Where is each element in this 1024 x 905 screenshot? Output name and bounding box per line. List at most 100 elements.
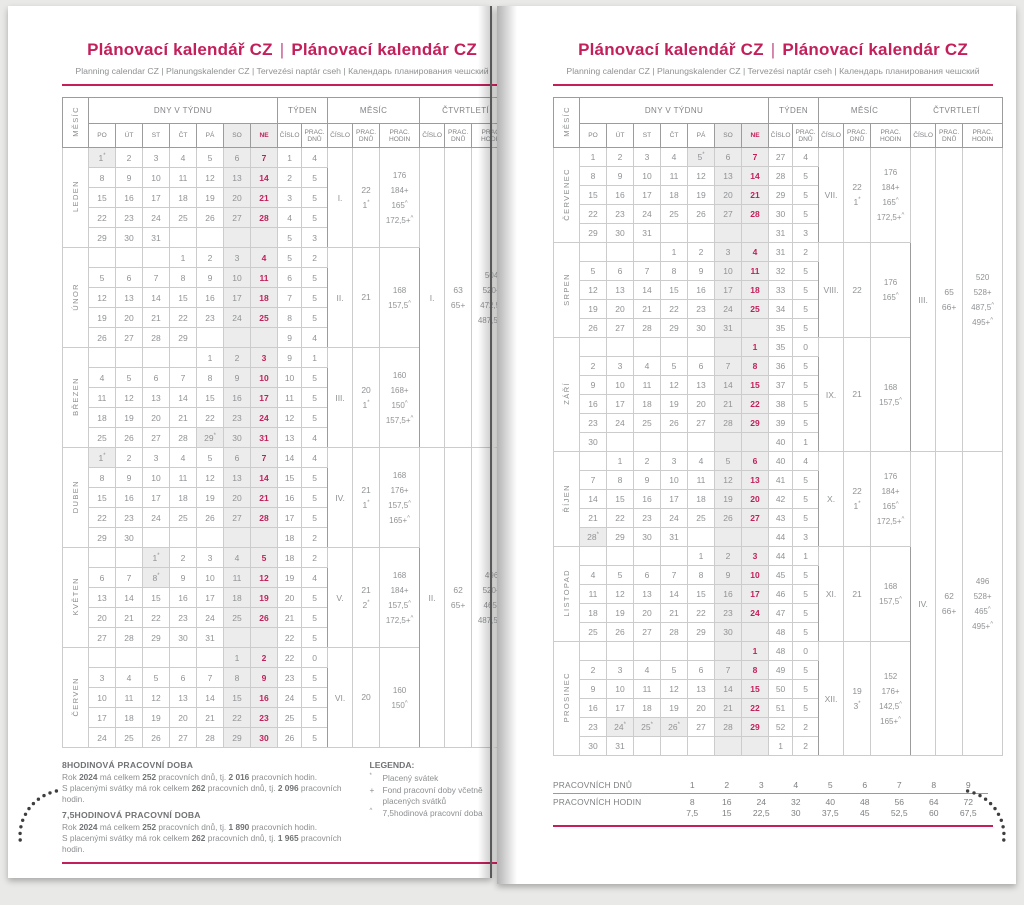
week-row: 24 25 26 27 28 29 30 26 5 — [63, 727, 512, 748]
day-cell: 24 — [660, 508, 688, 528]
day-cell: 2 — [714, 546, 742, 566]
day-cell: 14 — [714, 679, 742, 699]
day-cell: 5 — [579, 261, 607, 281]
quarter-number-header: ČÍSLO — [910, 123, 937, 148]
week-workdays-cell: 5 — [301, 407, 329, 428]
month-workdays-cell: 22 1* — [843, 451, 872, 547]
working-days-row: PRACOVNÍCH DNŮ 1 2 3 4 5 6 7 8 9 — [553, 780, 988, 794]
day-cell: 1 — [660, 242, 688, 262]
week-number-cell: 31 — [768, 223, 794, 243]
accent-rule — [62, 84, 502, 86]
month-workhours-cell: 176 184+ 165^ 172,5+^ — [870, 451, 912, 547]
week-number-cell: 11 — [277, 387, 303, 408]
day-cell — [714, 736, 742, 756]
day-cell: 1 — [740, 337, 770, 357]
quarter-workhours-cell: 520 528+ 487,5^ 495+^ — [962, 147, 1004, 452]
day-cell: 28 — [740, 204, 770, 224]
week-number-cell: 42 — [768, 489, 794, 509]
quarter-numeral-cell: II. — [419, 447, 446, 748]
day-cell: 24 — [142, 207, 170, 228]
legend-item: + Fond pracovní doby včetně placených sv… — [370, 785, 502, 807]
day-cell: 28 — [196, 727, 224, 748]
day-cell: 9 — [223, 367, 251, 388]
day-cell: 15 — [88, 187, 116, 208]
month-workhours-cell: 176 165^ — [870, 242, 912, 338]
day-cell — [606, 242, 634, 262]
day-cell: 13 — [633, 584, 661, 604]
day-cell: 2 — [115, 447, 143, 468]
week-number-cell: 23 — [277, 667, 303, 688]
week-workdays-cell: 5 — [301, 387, 329, 408]
day-cell: 6 — [740, 451, 770, 471]
day-cell: 29 — [740, 717, 770, 737]
day-cell: 3 — [88, 667, 116, 688]
week-workdays-cell: 5 — [792, 508, 820, 528]
day-cell: 25 — [633, 413, 661, 433]
day-cell: 7 — [579, 470, 607, 490]
day-cell: 21 — [249, 487, 279, 508]
week-workdays-cell: 2 — [792, 717, 820, 737]
week-row: 4 5 6 7 8 9 10 45 5 — [554, 565, 1003, 585]
day-header-0: PO — [88, 123, 116, 148]
week-row: 22 23 24 25 26 27 28 30 5 — [554, 204, 1003, 224]
day-cell: 24 — [633, 204, 661, 224]
day-cell: 25 — [88, 427, 116, 448]
working-days-value: 4 — [793, 780, 799, 790]
week-number-cell: 45 — [768, 565, 794, 585]
day-cell: 11 — [740, 261, 770, 281]
day-cell: 14 — [660, 584, 688, 604]
week-number-cell: 51 — [768, 698, 794, 718]
week-row: 27 28 29 30 31 22 5 — [63, 627, 512, 648]
day-cell: 7 — [633, 261, 661, 281]
month-numeral-cell: IX. — [818, 337, 845, 452]
day-cell: 24 — [606, 413, 634, 433]
day-cell: 17 — [714, 280, 742, 300]
summary-8h-line2: S placenými svátky má rok celkem 262 pra… — [62, 783, 342, 804]
month-workhours-cell: 160 168+ 150^ 157,5+^ — [379, 347, 421, 448]
day-cell: 19 — [579, 299, 607, 319]
day-cell: 30 — [714, 622, 742, 642]
day-cell — [660, 546, 688, 566]
day-cell: 10 — [606, 679, 634, 699]
quarter-workdays-cell: 62 65+ — [444, 447, 473, 748]
day-cell: 23 — [714, 603, 742, 623]
week-row: 10 11 12 13 14 15 16 24 5 — [63, 687, 512, 708]
day-cell: 9 — [115, 167, 143, 188]
week-workdays-cell: 4 — [301, 567, 329, 588]
day-cell: 21 — [714, 698, 742, 718]
day-cell: 10 — [740, 565, 770, 585]
day-cell: 25* — [633, 717, 661, 737]
day-cell: 11 — [88, 387, 116, 408]
month-workhours-header: PRAC. HODIN — [379, 123, 421, 148]
week-number-cell: 3 — [277, 187, 303, 208]
day-cell: 8 — [740, 660, 770, 680]
working-days-value: 8 — [931, 780, 937, 790]
week-workdays-cell: 3 — [792, 527, 820, 547]
day-cell: 28 — [714, 413, 742, 433]
day-cell: 13 — [606, 280, 634, 300]
month-numeral-cell: IV. — [327, 447, 354, 548]
week-workdays-cell: 5 — [792, 394, 820, 414]
day-cell — [142, 527, 170, 548]
day-cell: 22 — [740, 698, 770, 718]
week-workdays-cell: 4 — [792, 451, 820, 471]
month-workhours-cell: 168 157,5^ — [870, 337, 912, 452]
day-cell — [142, 347, 170, 368]
day-cell — [249, 327, 279, 348]
day-cell: 29 — [660, 318, 688, 338]
week-workdays-cell: 5 — [301, 587, 329, 608]
day-cell: 20 — [223, 187, 251, 208]
day-cell: 18 — [169, 187, 197, 208]
day-cell: 11 — [223, 567, 251, 588]
summary-75h-title: 7,5HODINOVÁ PRACOVNÍ DOBA — [62, 810, 201, 820]
day-cell — [714, 337, 742, 357]
day-cell: 10 — [142, 167, 170, 188]
day-cell: 8 — [88, 167, 116, 188]
day-cell: 22 — [687, 603, 715, 623]
page-subtitle: Planning calendar CZ | Planungskalender … — [566, 66, 980, 76]
week-number-cell: 26 — [277, 727, 303, 748]
day-cell: 27 — [740, 508, 770, 528]
day-cell: 18 — [740, 280, 770, 300]
day-cell: 17 — [633, 185, 661, 205]
legend-text: Placený svátek — [382, 773, 439, 783]
